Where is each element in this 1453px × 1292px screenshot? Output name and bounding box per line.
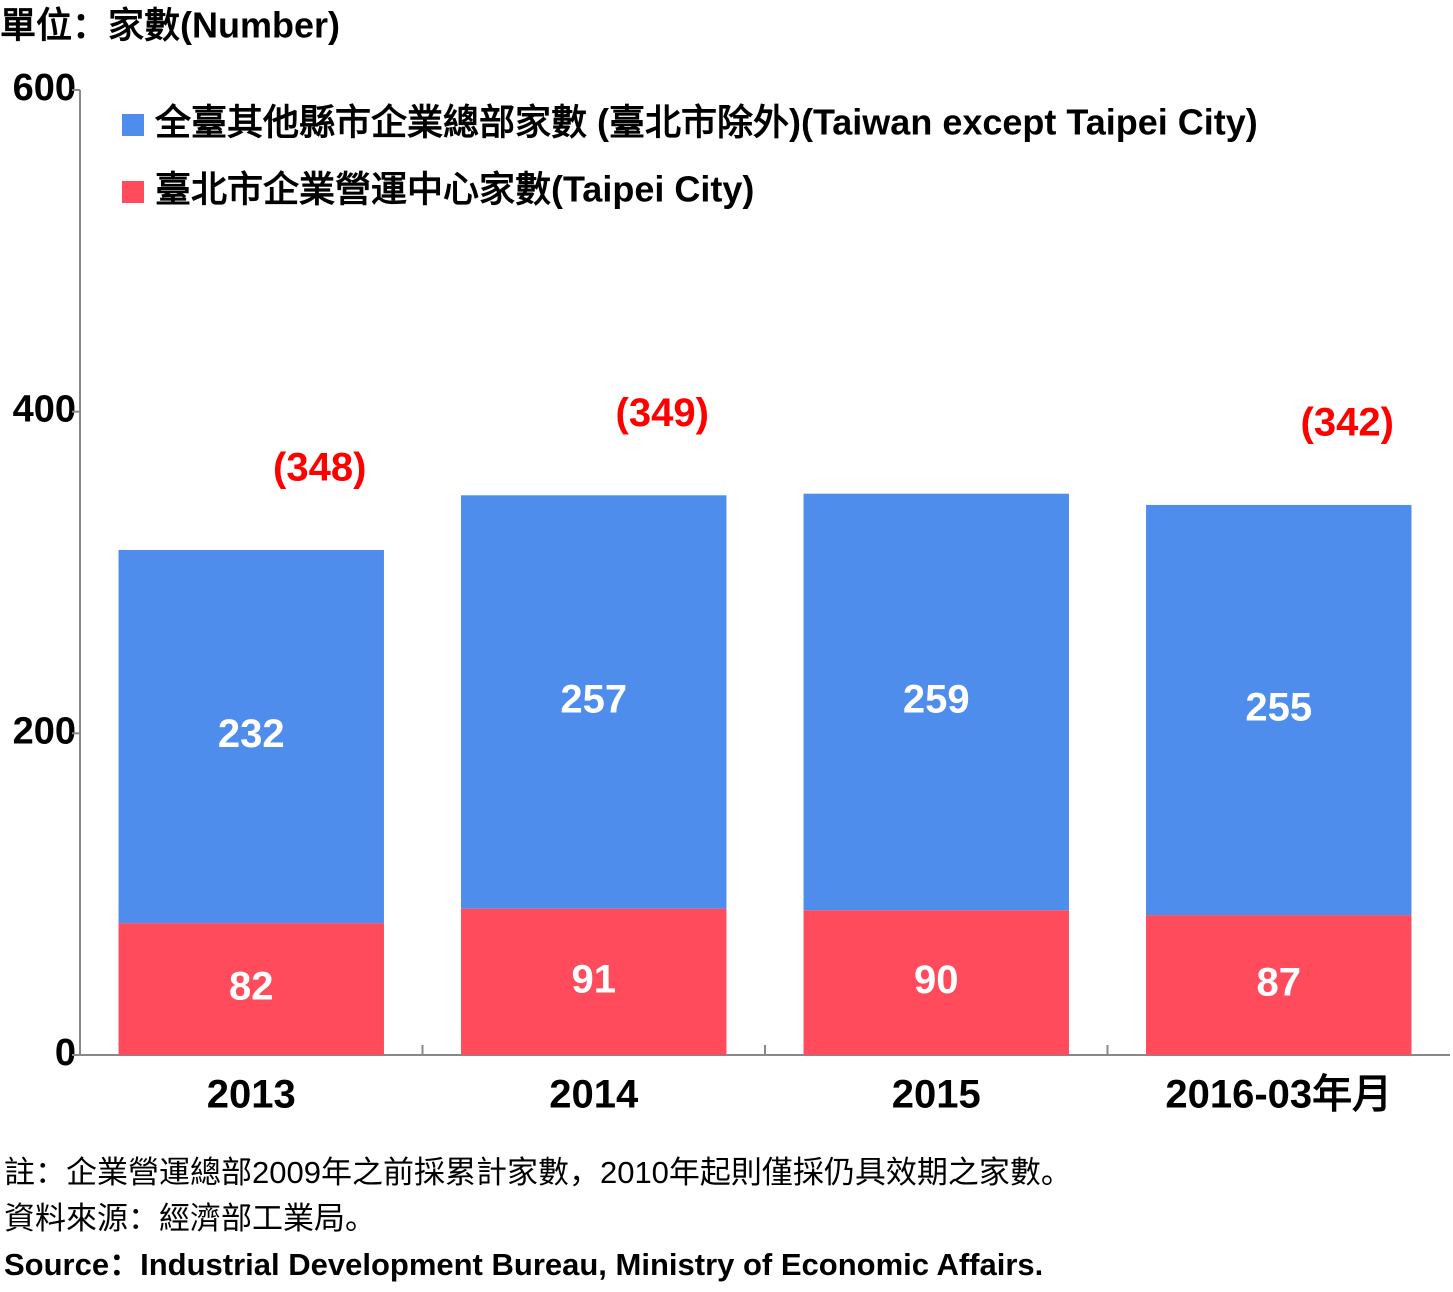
y-tick-label: 0 <box>55 1032 76 1074</box>
value-label: 82 <box>229 965 274 1009</box>
value-label: 90 <box>914 958 959 1002</box>
legend-label: 臺北市企業營運中心家數(Taipei City) <box>155 169 754 210</box>
bar-segment <box>461 495 727 909</box>
bar-segment <box>1146 504 1412 916</box>
total-label: (342) <box>1301 401 1394 445</box>
bar-segment <box>118 549 384 924</box>
total-label: (348) <box>273 446 366 490</box>
value-label: 255 <box>1245 686 1312 730</box>
bar-segment <box>803 910 1069 1055</box>
value-label: 259 <box>903 678 970 722</box>
legend-label: 全臺其他縣市企業總部家數 (臺北市除外)(Taiwan except Taipe… <box>154 102 1258 143</box>
legend-swatch <box>122 181 144 203</box>
total-label: (349) <box>616 391 709 435</box>
note: 資料來源：經濟部工業局。 <box>4 1201 376 1236</box>
y-tick-label: 200 <box>13 710 76 752</box>
y-tick-label: 600 <box>13 67 76 109</box>
note: 註：企業營運總部2009年之前採累計家數，2010年起則僅採仍具效期之家數。 <box>4 1155 1072 1190</box>
value-label: 87 <box>1257 961 1302 1005</box>
x-tick-label: 2014 <box>549 1073 639 1117</box>
y-tick-label: 400 <box>13 389 76 431</box>
bar-segment <box>118 923 384 1055</box>
x-tick-label: 2016-03年月 <box>1165 1073 1392 1117</box>
legend-swatch <box>122 114 144 136</box>
value-label: 232 <box>218 712 285 756</box>
value-label: 257 <box>560 678 627 722</box>
bar-segment <box>461 908 727 1055</box>
value-label: 91 <box>572 957 617 1001</box>
unit-label: 單位：家數(Number) <box>0 5 340 46</box>
note: Source：Industrial Development Bureau, Mi… <box>4 1247 1043 1282</box>
x-tick-label: 2013 <box>207 1073 296 1117</box>
x-tick-label: 2015 <box>892 1073 981 1117</box>
bar-segment <box>803 493 1069 911</box>
bar-segment <box>1146 915 1412 1055</box>
